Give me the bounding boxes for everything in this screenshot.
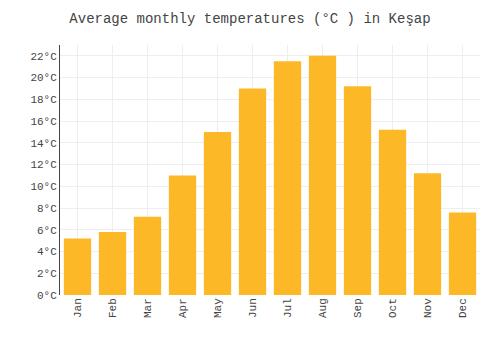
svg-text:Average monthly temperatures (: Average monthly temperatures (°C ) in Ke… [69, 11, 430, 27]
svg-text:20°C: 20°C [30, 72, 57, 84]
svg-text:10°C: 10°C [30, 181, 57, 193]
svg-text:Sep: Sep [352, 298, 364, 318]
svg-text:8°C: 8°C [37, 203, 57, 215]
svg-text:2°C: 2°C [37, 268, 57, 280]
svg-text:Nov: Nov [422, 298, 434, 318]
svg-text:Jul: Jul [282, 298, 294, 318]
svg-text:6°C: 6°C [37, 225, 57, 237]
svg-text:16°C: 16°C [30, 116, 57, 128]
svg-text:12°C: 12°C [30, 159, 57, 171]
svg-text:4°C: 4°C [37, 246, 57, 258]
svg-text:22°C: 22°C [30, 51, 57, 63]
svg-text:0°C: 0°C [37, 290, 57, 302]
svg-text:Jan: Jan [72, 298, 84, 318]
svg-text:Jun: Jun [247, 298, 259, 318]
svg-text:Mar: Mar [142, 298, 154, 318]
svg-text:18°C: 18°C [30, 94, 57, 106]
svg-text:Apr: Apr [177, 298, 189, 318]
svg-text:Dec: Dec [457, 298, 469, 318]
svg-text:May: May [212, 298, 224, 318]
svg-text:Oct: Oct [387, 298, 399, 318]
svg-text:Aug: Aug [317, 298, 329, 318]
svg-text:14°C: 14°C [30, 138, 57, 150]
svg-text:Feb: Feb [107, 298, 119, 318]
